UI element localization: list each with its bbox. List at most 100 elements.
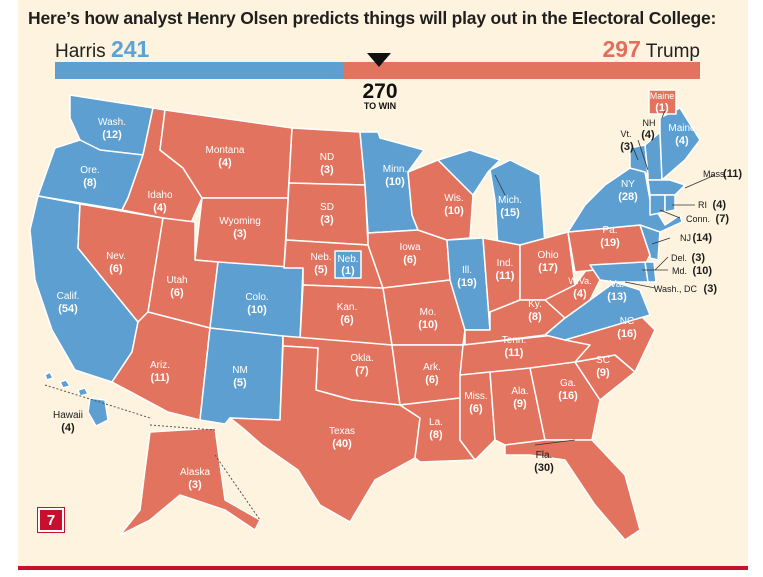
- label-ak-ev: (3): [188, 479, 202, 491]
- state-md: [589, 261, 649, 283]
- state-hi: [44, 371, 109, 427]
- label-ok-ev: (7): [355, 365, 369, 377]
- state-me2: [648, 89, 677, 115]
- harris-name: Harris: [55, 41, 106, 62]
- headline: Here’s how analyst Henry Olsen predicts …: [28, 8, 717, 28]
- leader-fla: [534, 439, 576, 446]
- label-nd-name: ND: [320, 152, 334, 163]
- label-az-name: Ariz.: [150, 360, 170, 371]
- trump-votes: 297: [602, 36, 641, 62]
- leader-vt: [631, 144, 639, 161]
- label-dc-name: Wash., DC: [654, 284, 698, 294]
- label-ca-ev: (54): [58, 303, 78, 315]
- state-ma: [647, 179, 686, 196]
- label-ga-ev: (16): [558, 390, 578, 402]
- label-pa-name: Pa.: [602, 225, 617, 236]
- label-mo-name: Mo.: [420, 307, 437, 318]
- label-mi-ev: (15): [500, 207, 520, 219]
- state-mi-upper: [437, 149, 501, 196]
- state-ne2: [334, 250, 362, 279]
- state-ga: [529, 361, 601, 441]
- leader-nj: [651, 237, 671, 245]
- label-nd-ev: (3): [320, 164, 334, 176]
- label-in-ev: (11): [496, 270, 515, 282]
- label-ut-ev: (6): [170, 287, 184, 299]
- label-pa-ev: (19): [600, 237, 620, 249]
- state-tx: [229, 345, 421, 523]
- hawaii-inset-line-2: [124, 409, 151, 419]
- label-wv-name: W.Va.: [568, 276, 591, 286]
- label-ks-name: Kan.: [337, 302, 358, 313]
- label-ia-ev: (6): [403, 254, 417, 266]
- label-al-ev: (9): [513, 398, 527, 410]
- label-mo-ev: (10): [418, 319, 438, 331]
- label-wy-name: Wyoming: [219, 216, 261, 227]
- label-ms-name: Miss.: [464, 391, 487, 402]
- threshold-value: 270: [362, 80, 398, 103]
- label-nh-name: NH: [643, 118, 656, 128]
- label-me-name: Maine: [668, 123, 696, 134]
- label-la-name: La.: [429, 417, 443, 428]
- label-wa-ev: (12): [102, 129, 122, 141]
- label-wy-ev: (3): [233, 228, 247, 240]
- hawaii-inset-line: [44, 384, 126, 411]
- label-ky-name: Ky.: [528, 299, 542, 310]
- label-nh-ev: (4): [641, 129, 655, 141]
- label-wi-ev: (10): [444, 205, 464, 217]
- label-dc-ev: (3): [704, 283, 718, 295]
- leader-nh: [637, 139, 649, 171]
- label-sc-ev: (9): [596, 367, 610, 379]
- label-de-name: Del.: [671, 253, 687, 263]
- label-ny-ev: (28): [618, 191, 638, 203]
- state-fl: [504, 439, 641, 541]
- label-mt-name: Montana: [206, 145, 245, 156]
- label-sd-ev: (3): [320, 214, 334, 226]
- label-sd-name: SD: [320, 202, 334, 213]
- label-az-ev: (11): [151, 372, 170, 384]
- trump-bar: [343, 62, 700, 79]
- label-nc-name: NC: [620, 316, 634, 327]
- label-id-ev: (4): [153, 202, 167, 214]
- label-in-name: Ind.: [497, 258, 514, 269]
- label-wv-ev: (4): [573, 288, 587, 300]
- label-ut-name: Utah: [166, 275, 187, 286]
- label-mi-name: Mich.: [498, 195, 522, 206]
- label-ma-name: Mass.: [703, 169, 727, 179]
- label-al-name: Ala.: [511, 386, 528, 397]
- label-ky-ev: (8): [528, 311, 542, 323]
- harris-bar: [55, 62, 343, 79]
- gallery-badge[interactable]: 7: [37, 507, 65, 533]
- label-nv-ev: (6): [109, 263, 123, 275]
- label-ga-name: Ga.: [560, 378, 576, 389]
- label-me2-ev: (1): [655, 102, 669, 114]
- state-ri: [664, 194, 676, 213]
- label-ok-name: Okla.: [350, 353, 373, 364]
- bottom-rule: [18, 566, 748, 570]
- state-ct: [649, 194, 666, 216]
- label-tx-ev: (40): [332, 438, 352, 450]
- label-nc-ev: (16): [617, 328, 637, 340]
- label-nj-ev: (14): [692, 232, 712, 244]
- label-hi-ev: (4): [61, 422, 75, 434]
- threshold-label: TO WIN: [363, 101, 397, 111]
- leader-mich: [494, 174, 506, 196]
- label-vt-name: Vt.: [620, 129, 631, 139]
- label-mt-ev: (4): [218, 157, 232, 169]
- label-mn-name: Minn.: [383, 164, 407, 175]
- trump-total: 297 Trump: [602, 36, 700, 63]
- label-ma-ev: (11): [723, 168, 742, 180]
- label-va-name: Va.: [610, 279, 624, 290]
- label-ms-ev: (6): [469, 403, 483, 415]
- state-ms: [459, 371, 496, 461]
- label-co-name: Colo.: [245, 292, 268, 303]
- label-ak-name: Alaska: [180, 467, 210, 478]
- label-co-ev: (10): [247, 304, 267, 316]
- label-vt-ev: (3): [620, 141, 634, 153]
- label-ri-ev: (4): [713, 199, 727, 211]
- alaska-inset-line: [214, 454, 261, 521]
- label-ar-ev: (6): [425, 374, 439, 386]
- label-nm-ev: (5): [233, 377, 247, 389]
- label-ri-name: RI: [698, 200, 707, 210]
- label-oh-ev: (17): [538, 262, 558, 274]
